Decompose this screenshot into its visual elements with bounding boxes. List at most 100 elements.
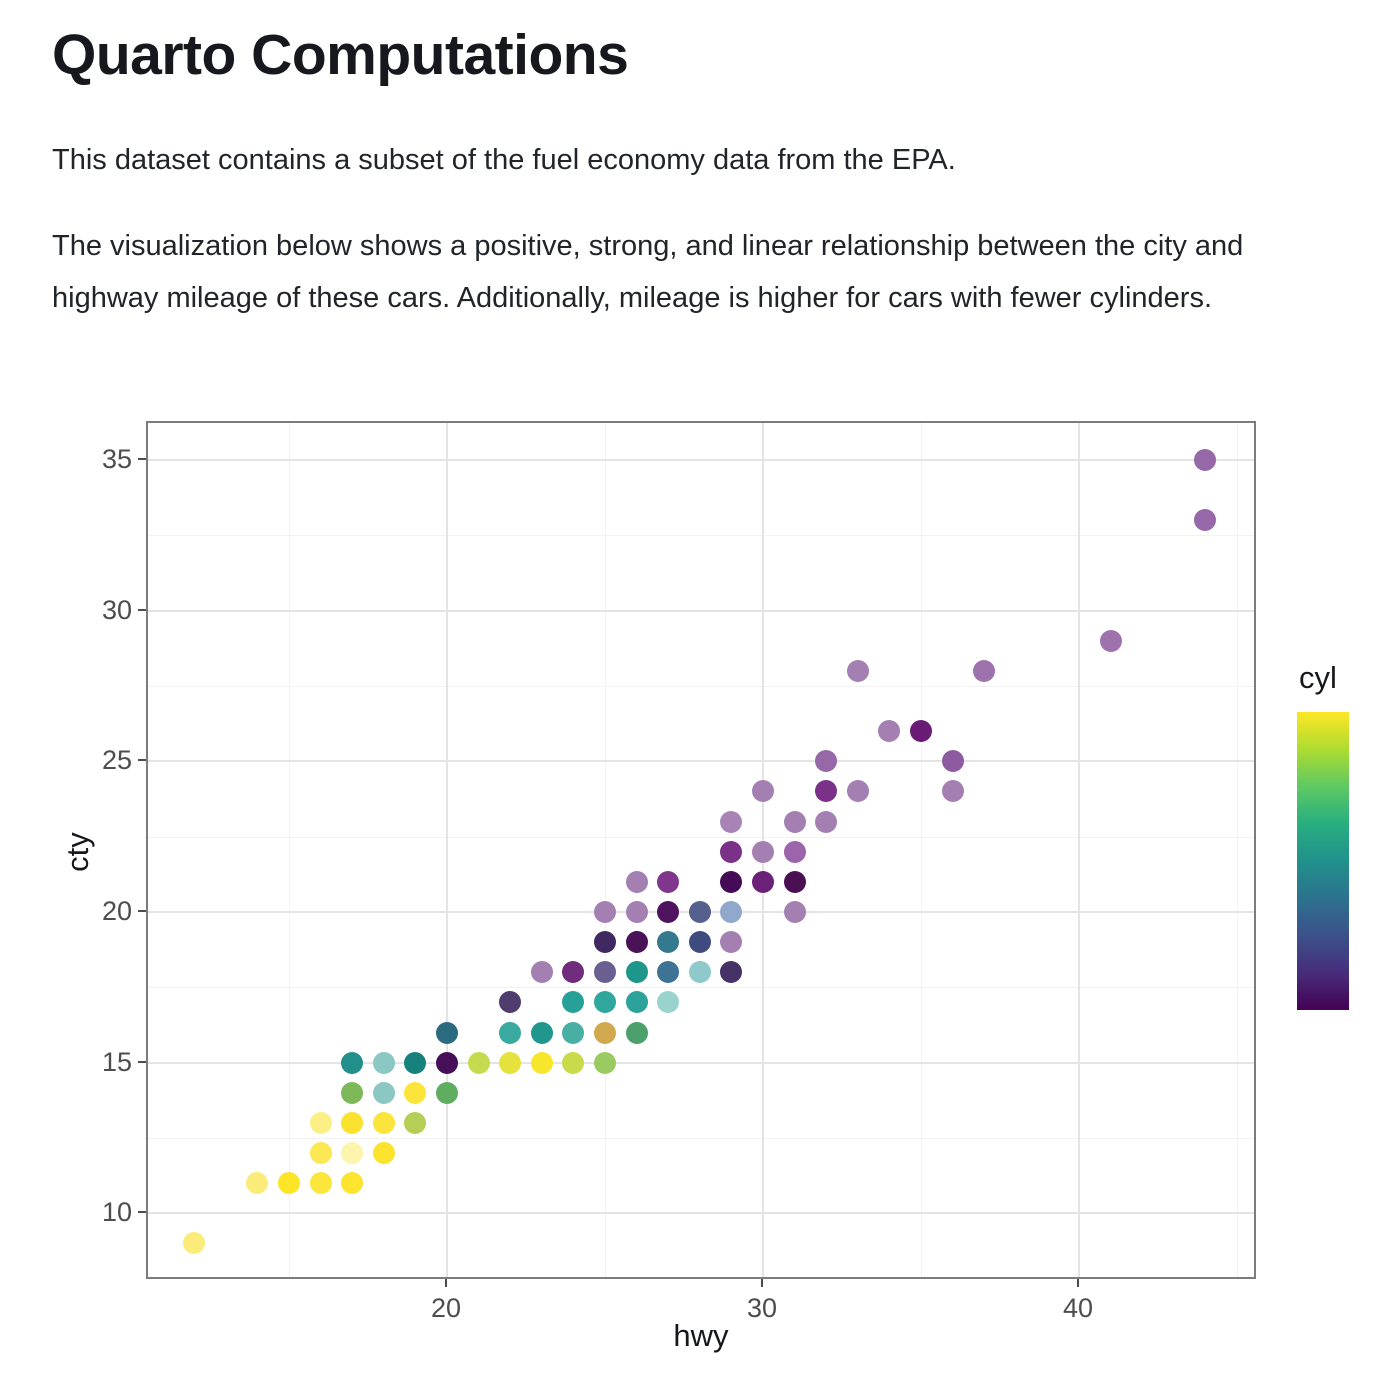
scatter-point [372,1111,395,1134]
scatter-point [341,1172,364,1195]
scatter-point [309,1111,332,1134]
scatter-point [372,1142,395,1165]
scatter-point [625,961,648,984]
scatter-point [878,720,901,743]
y-axis-tick-label: 30 [101,594,132,625]
scatter-point [815,810,838,833]
scatter-point [657,901,680,923]
scatter-point [625,870,648,893]
scatter-point [594,1021,616,1044]
gridline-minor-vertical [289,423,290,1277]
scatter-point [530,1021,553,1044]
gridline-major-horizontal [148,609,1254,612]
scatter-point [594,901,616,923]
scatter-point [594,1051,616,1074]
scatter-point [530,1051,553,1074]
gridline-major-horizontal [148,1061,1254,1064]
y-axis-tick-label: 10 [101,1197,132,1228]
legend-tick [1336,1008,1349,1012]
scatter-point [625,1021,648,1044]
document-text: Quarto Computations This dataset contain… [52,22,1342,358]
scatter-point [625,931,648,954]
scatter-point [499,1021,522,1044]
scatter-point [815,750,838,773]
y-axis-tick [138,1211,146,1214]
gridline-major-horizontal [148,459,1254,462]
scatter-point [783,840,806,863]
scatter-point [657,870,680,893]
scatter-point [404,1111,427,1134]
scatter-point [625,991,648,1014]
page-title: Quarto Computations [52,23,629,87]
scatter-point [246,1172,269,1195]
gridline-minor-horizontal [148,836,1254,838]
gridline-minor-horizontal [148,987,1254,989]
x-axis-tick-label: 40 [1062,1293,1094,1323]
scatter-point [341,1142,364,1165]
scatter-point [341,1111,364,1134]
scatter-point [594,991,616,1014]
scatter-point [530,961,553,984]
scatter-point [688,901,711,923]
gridline-minor-horizontal [148,686,1254,688]
x-axis-tick-label: 30 [746,1293,778,1323]
scatter-point [404,1081,427,1104]
plot-panel [146,421,1256,1279]
scatter-point [783,870,806,893]
scatter-point [562,991,585,1014]
legend-title: cyl [1299,660,1337,695]
scatter-point [657,931,680,954]
y-axis-tick [138,608,146,611]
scatter-point [752,840,774,863]
scatter-point [720,901,743,923]
scatter-point [1194,449,1217,472]
scatter-point [183,1232,206,1255]
x-axis-tick-label: 20 [430,1293,462,1323]
scatter-point [436,1021,458,1044]
scatter-point [752,870,774,893]
y-axis-tick [138,759,146,762]
gridline-major-horizontal [148,760,1254,763]
scatter-point [720,840,743,863]
scatter-point [1194,509,1217,532]
gridline-minor-horizontal [148,535,1254,537]
scatter-point [720,931,743,954]
y-axis-tick-label: 15 [101,1046,132,1077]
scatter-point [752,780,774,803]
scatter-point [720,961,743,984]
scatter-point [436,1081,458,1104]
scatter-point [941,780,964,803]
y-axis-tick [138,458,146,461]
x-axis-tick [1077,1279,1079,1287]
scatter-point [625,901,648,923]
scatter-point [499,991,522,1014]
scatter-point [562,1051,585,1074]
scatter-point [846,659,869,682]
scatter-point [973,659,996,682]
scatter-point [372,1081,395,1104]
scatter-point [846,780,869,803]
y-axis-tick [138,910,146,912]
y-axis-tick-label: 35 [101,444,132,475]
scatter-point [783,810,806,833]
scatter-point [309,1142,332,1165]
scatter-point [688,961,711,984]
scatter-point [815,780,838,803]
scatter-point [941,750,964,773]
y-axis-tick-label: 20 [101,896,132,926]
paragraph-description: The visualization below shows a positive… [52,230,1244,314]
gridline-minor-vertical [1237,423,1238,1277]
scatter-point [372,1051,395,1074]
scatter-point [562,961,585,984]
x-axis-title: hwy [673,1318,729,1353]
scatter-point [404,1051,427,1074]
gridline-major-horizontal [148,1212,1254,1215]
scatter-point [783,901,806,923]
y-axis-tick [138,1060,146,1063]
scatter-point [720,870,743,893]
gridline-major-vertical [1078,423,1080,1277]
legend-colorbar [1297,712,1349,1010]
scatter-point [499,1051,522,1074]
gridline-minor-vertical [921,423,922,1277]
